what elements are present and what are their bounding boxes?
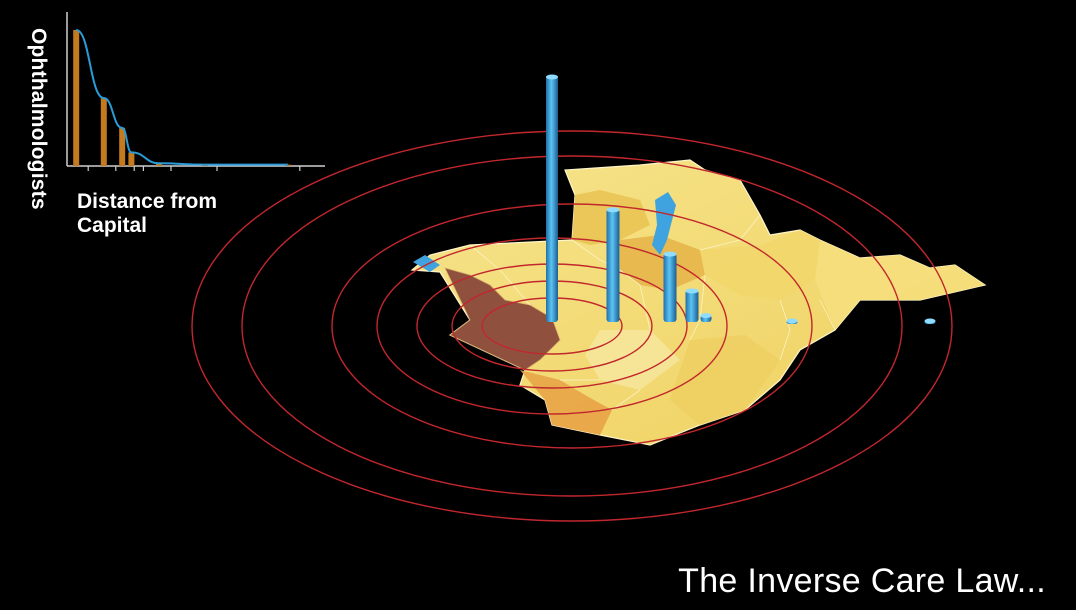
inset-x-axis-label: Distance from Capital: [77, 190, 218, 237]
map-bar: [546, 76, 558, 322]
map-bars: [546, 74, 936, 324]
inset-bar: [119, 127, 126, 166]
slide-title: The Inverse Care Law...: [678, 562, 1046, 600]
inset-bar: [128, 152, 135, 166]
map-bar-cap: [685, 288, 699, 294]
map-bar-cap: [924, 318, 936, 324]
map-bar-cap: [663, 251, 677, 257]
inset-chart: [66, 12, 325, 171]
distance-ring: [241, 155, 903, 497]
map-bar-cap: [786, 318, 798, 324]
inset-bar: [156, 163, 162, 166]
distance-ring: [331, 203, 813, 449]
map-bar-cap: [546, 74, 558, 80]
map-bar: [606, 208, 620, 322]
inset-y-axis-label: Ophthalmologists: [27, 28, 50, 210]
map-bar: [663, 253, 677, 322]
map-bar-cap: [700, 313, 712, 319]
map-bar-cap: [606, 207, 620, 213]
distance-ring: [191, 130, 953, 522]
inset-bar: [73, 30, 80, 166]
map-bar: [685, 290, 699, 322]
inset-trend-curve: [75, 29, 288, 166]
inset-bar: [100, 98, 107, 166]
